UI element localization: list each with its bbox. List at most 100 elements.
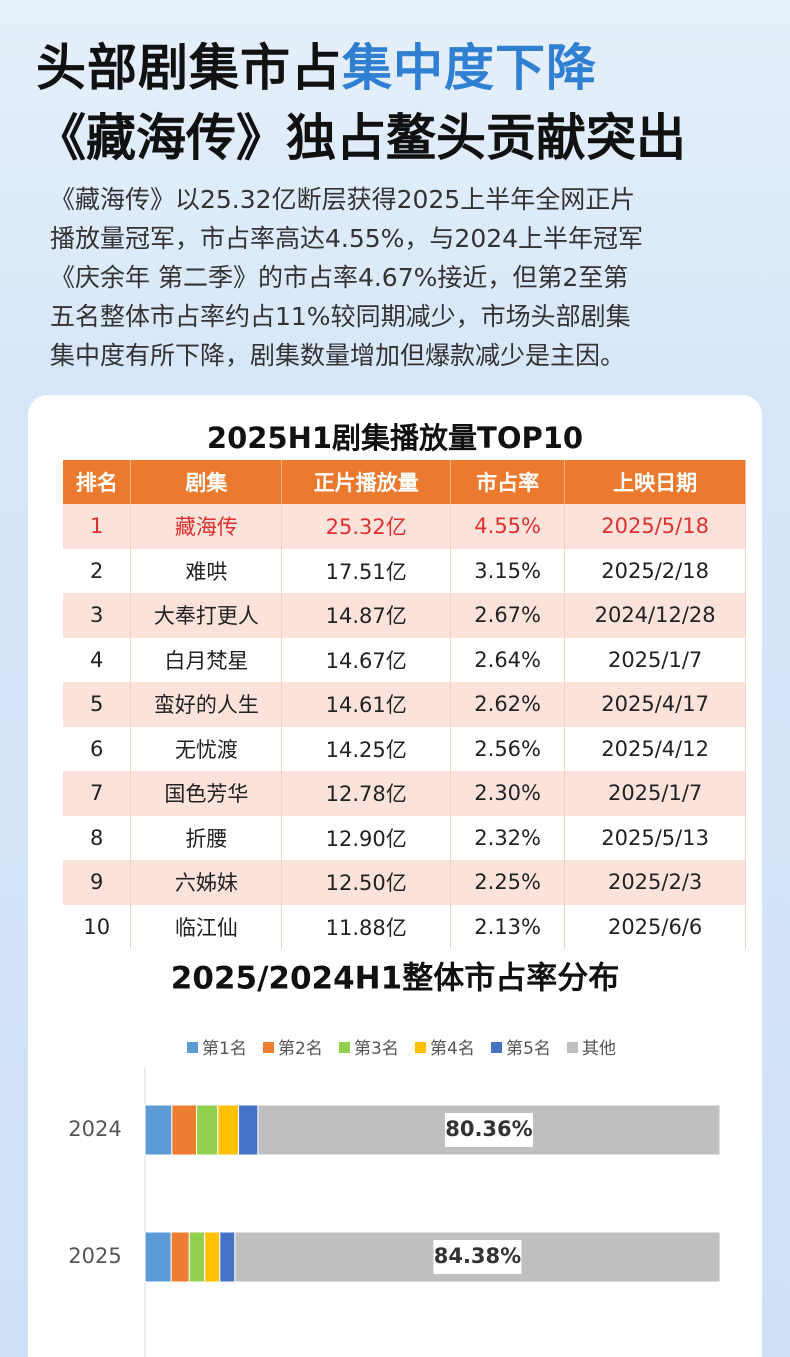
- table-cell: 12.90亿: [281, 815, 452, 860]
- paragraph-line: 五名整体市占率约占11%较同期减少，市场头部剧集: [50, 302, 631, 331]
- table-cell: 6: [63, 726, 132, 771]
- chart-title: 2025/2024H1整体市占率分布: [171, 961, 619, 997]
- table-row: 2 难哄 17.51亿 3.15% 2025/2/18: [63, 548, 746, 593]
- table-row: 3 大奉打更人 14.87亿 2.67% 2024/12/28: [63, 593, 746, 638]
- table-cell: 7: [63, 771, 132, 816]
- table-cell: 临江仙: [130, 904, 283, 949]
- bar-segment: [219, 1231, 236, 1283]
- table-cell: 2.64%: [450, 637, 566, 682]
- table-cell: 14.67亿: [281, 637, 452, 682]
- table-row: 10 临江仙 11.88亿 2.13% 2025/6/6: [63, 904, 746, 949]
- table-cell: 国色芳华: [130, 771, 283, 816]
- table-cell: 2025/5/18: [564, 504, 746, 549]
- table-row: 7 国色芳华 12.78亿 2.30% 2025/1/7: [63, 771, 746, 816]
- table-cell: 2025/5/13: [564, 815, 746, 860]
- table-cell: 12.78亿: [281, 771, 452, 816]
- legend-label: 第5名: [506, 1039, 551, 1059]
- table-cell: 9: [63, 860, 132, 905]
- bar-segment: [217, 1104, 240, 1156]
- title-part: 集中度下降: [342, 39, 597, 97]
- legend-label: 第4名: [430, 1039, 475, 1059]
- table-cell: 10: [63, 904, 132, 949]
- bar-segment: [170, 1231, 190, 1283]
- table-cell: 大奉打更人: [130, 593, 283, 638]
- table-cell: 2025/2/3: [564, 860, 746, 905]
- table-cell: 2024/12/28: [564, 593, 746, 638]
- legend-swatch: [339, 1042, 350, 1053]
- table-cell: 14.61亿: [281, 682, 452, 727]
- table-cell: 2.56%: [450, 726, 566, 771]
- table-cell: 1: [63, 504, 132, 549]
- paragraph-line: 《庆余年 第二季》的市占率4.67%接近，但第2至第: [50, 263, 629, 292]
- table-cell: 2.32%: [450, 815, 566, 860]
- table-cell: 2025/1/7: [564, 637, 746, 682]
- table-cell: 2025/4/12: [564, 726, 746, 771]
- bar-segment: [144, 1231, 172, 1283]
- table-cell: 4.55%: [450, 504, 566, 549]
- table-row: 8 折腰 12.90亿 2.32% 2025/5/13: [63, 815, 746, 860]
- column-header: 正片播放量: [281, 460, 452, 504]
- bar-segment: [188, 1231, 206, 1283]
- bar-segment: [204, 1231, 221, 1283]
- table-cell: 14.25亿: [281, 726, 452, 771]
- y-tick-label: 2025: [68, 1244, 121, 1268]
- paragraph-line: 播放量冠军，市占率高达4.55%，与2024上半年冠军: [50, 224, 644, 253]
- bar-segment: [238, 1104, 259, 1156]
- table-cell: 8: [63, 815, 132, 860]
- table-cell: 2.62%: [450, 682, 566, 727]
- legend-swatch: [491, 1042, 502, 1053]
- table-row: 4 白月梵星 14.67亿 2.64% 2025/1/7: [63, 637, 746, 682]
- table-cell: 2025/2/18: [564, 548, 746, 593]
- table-cell: 2.30%: [450, 771, 566, 816]
- label-bg: [444, 1113, 533, 1147]
- chart: 2025/2024H1整体市占率分布 第1名 第2名 第3名 第4名 第5名 其他 2024…: [68, 961, 721, 1357]
- table-cell: 11.88亿: [281, 904, 452, 949]
- table-row: 1 藏海传 25.32亿 4.55% 2025/5/18: [63, 504, 746, 549]
- table-cell: 蛮好的人生: [130, 682, 283, 727]
- table-cell: 3.15%: [450, 548, 566, 593]
- table-row: 5 蛮好的人生 14.61亿 2.62% 2025/4/17: [63, 682, 746, 727]
- legend-label: 第3名: [354, 1039, 399, 1059]
- legend-swatch: [187, 1042, 198, 1053]
- table-cell: 14.87亿: [281, 593, 452, 638]
- table-cell: 难哄: [130, 548, 283, 593]
- table-cell: 2025/4/17: [564, 682, 746, 727]
- column-header: 剧集: [130, 460, 283, 504]
- table-cell: 25.32亿: [281, 504, 452, 549]
- table-cell: 17.51亿: [281, 548, 452, 593]
- table-cell: 六姊妹: [130, 860, 283, 905]
- title-part: 头部剧集市占: [36, 39, 342, 97]
- bar-segment: [196, 1104, 219, 1156]
- column-header: 市占率: [450, 460, 566, 504]
- legend-swatch: [415, 1042, 426, 1053]
- table-cell: 3: [63, 593, 132, 638]
- table-cell: 白月梵星: [130, 637, 283, 682]
- table-row: 9 六姊妹 12.50亿 2.25% 2025/2/3: [63, 860, 746, 905]
- column-header: 上映日期: [564, 460, 746, 504]
- legend-swatch: [263, 1042, 274, 1053]
- table-cell: 2.25%: [450, 860, 566, 905]
- column-header: 排名: [63, 460, 132, 504]
- header-row: 排名 剧集 正片播放量 市占率 上映日期: [63, 460, 746, 504]
- paragraph-line: 集中度有所下降，剧集数量增加但爆款减少是主因。: [50, 341, 626, 370]
- table-cell: 2.67%: [450, 593, 566, 638]
- table-cell: 2025/6/6: [564, 904, 746, 949]
- legend-label: 第2名: [278, 1039, 323, 1059]
- legend-swatch: [567, 1042, 578, 1053]
- table-cell: 无忧渡: [130, 726, 283, 771]
- table-cell: 5: [63, 682, 132, 727]
- table-cell: 12.50亿: [281, 860, 452, 905]
- legend-label: 第1名: [202, 1039, 247, 1059]
- legend-label: 其他: [582, 1039, 616, 1059]
- paragraph: 《藏海传》以25.32亿断层获得2025上半年全网正片 播放量冠军，市占率高达4.…: [50, 180, 643, 375]
- table-cell: 4: [63, 637, 132, 682]
- data-label: 84.38%: [434, 1244, 521, 1268]
- table-row: 6 无忧渡 14.25亿 2.56% 2025/4/12: [63, 726, 746, 771]
- table: 排名 剧集 正片播放量 市占率 上映日期 1 藏海传 25.32亿 4.55% 2025/5/18…: [63, 460, 746, 949]
- table-cell: 2.13%: [450, 904, 566, 949]
- table-title: 2025H1剧集播放量TOP10: [206, 421, 584, 455]
- bar-segment: [144, 1104, 173, 1156]
- label-bg: [433, 1240, 522, 1274]
- y-tick-label: 2024: [68, 1117, 121, 1141]
